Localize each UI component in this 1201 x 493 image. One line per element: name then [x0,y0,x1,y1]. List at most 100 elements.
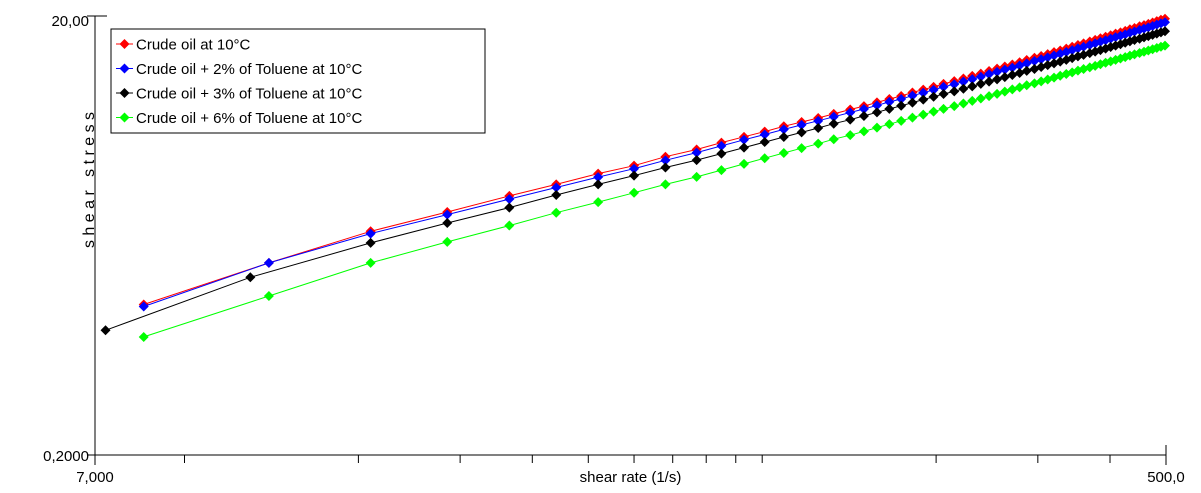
data-point [738,158,749,169]
data-point [938,81,949,92]
data-point [796,119,807,130]
data-point [928,84,939,95]
data-point [778,132,789,143]
data-point [551,207,562,218]
data-point [949,101,960,112]
data-point [1159,26,1170,37]
data-point [442,236,453,247]
data-point [958,83,969,94]
data-point [958,98,969,109]
data-point [828,111,839,122]
data-point [907,97,918,108]
legend-item: Crude oil + 2% of Toluene at 10°C [116,61,362,78]
data-point [967,81,978,92]
data-point [504,202,515,213]
data-point [975,71,986,82]
legend-marker [119,112,130,123]
data-point [629,187,640,198]
data-point [551,189,562,200]
data-point [896,94,907,105]
data-point [896,115,907,126]
data-point [1042,60,1053,71]
data-point [975,78,986,89]
series-4 [138,40,1170,342]
legend-marker [119,88,130,98]
data-point [1151,28,1162,39]
data-point [984,76,995,87]
data-point [949,86,960,97]
y-tick-label-max: 20,00 [51,13,89,30]
data-point [1147,29,1158,40]
data-point [918,87,929,98]
data-point [907,112,918,123]
x-tick-label-max: 500,0 [1147,469,1185,486]
data-point [938,103,949,114]
data-point [992,74,1003,85]
data-point [778,124,789,135]
legend-label: Crude oil + 3% of Toluene at 10°C [136,86,362,103]
data-point [992,88,1003,99]
data-point [828,118,839,129]
data-point [928,106,939,117]
data-point [738,142,749,153]
legend-label: Crude oil + 6% of Toluene at 10°C [136,110,362,127]
data-point [984,91,995,102]
data-point [1021,58,1032,69]
data-point [629,170,640,181]
data-point [918,109,929,120]
data-point [365,237,376,248]
data-point [593,172,604,183]
data-point [1014,67,1025,78]
data-point [629,163,640,174]
data-point [999,72,1010,83]
data-point [967,74,978,85]
data-point [660,179,671,190]
data-point [778,148,789,159]
data-point [828,134,839,145]
data-point [813,122,824,133]
data-point [660,155,671,166]
series-3 [100,26,1170,336]
data-point [858,110,869,121]
legend-item: Crude oil at 10°C [116,37,251,54]
data-point [796,127,807,138]
data-point [593,197,604,208]
legend-box [110,28,486,134]
data-point [442,209,453,220]
data-point [593,179,604,190]
data-point [365,228,376,239]
data-point [1159,40,1170,51]
data-point [691,155,702,166]
data-point [100,325,111,336]
data-point [138,331,149,342]
y-axis-title: s h e a r s t r e s s [81,112,98,248]
data-point [1007,84,1018,95]
data-point [999,86,1010,97]
data-point [738,134,749,145]
data-point [907,90,918,101]
x-axis-title: shear rate (1/s) [580,469,682,486]
data-point [691,171,702,182]
axis-ticks [87,15,1167,465]
data-point [245,272,256,283]
data-point [896,100,907,111]
data-point [716,148,727,159]
data-point [759,153,770,164]
legend-item: Crude oil + 6% of Toluene at 10°C [116,110,362,127]
legend-label: Crude oil at 10°C [136,37,251,54]
data-point [551,182,562,193]
data-point [918,94,929,105]
plot-area [87,13,1170,465]
legend-marker [119,39,130,49]
data-point [975,93,986,104]
data-point [813,115,824,126]
data-point [716,140,727,151]
legend-item: Crude oil + 3% of Toluene at 10°C [116,86,362,103]
data-point [884,119,895,130]
data-point [1021,65,1032,76]
data-point [759,129,770,140]
data-point [1155,27,1166,38]
x-tick-label-min: 7,000 [76,469,114,486]
data-point [1007,70,1018,81]
